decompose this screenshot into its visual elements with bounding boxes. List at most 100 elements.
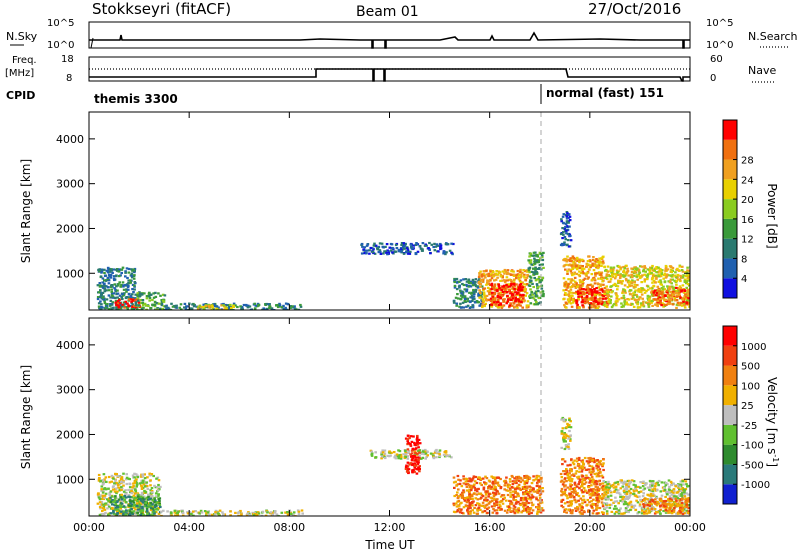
- velocity-cell: [662, 506, 665, 509]
- power-cell: [618, 279, 622, 283]
- power-cell: [136, 298, 140, 301]
- velocity-cell: [587, 462, 590, 465]
- velocity-cell: [145, 507, 149, 510]
- power-cell: [125, 267, 129, 270]
- power-cell: [579, 284, 583, 287]
- velocity-cell: [510, 501, 514, 504]
- velocity-cell: [678, 493, 681, 496]
- power-cell: [463, 288, 467, 291]
- power-cell: [109, 299, 113, 302]
- power-cell: [99, 289, 102, 292]
- power-cell: [523, 273, 526, 276]
- velocity-cell: [608, 506, 612, 509]
- velocity-cell: [505, 511, 509, 514]
- velocity-cell: [462, 506, 466, 509]
- velocity-cell: [118, 514, 121, 516]
- velocity-cell: [568, 472, 571, 475]
- velocity-cell: [590, 494, 594, 497]
- velocity-cell: [565, 468, 568, 471]
- power-cell: [680, 304, 684, 307]
- power-cell: [688, 284, 690, 287]
- velocity-cell: [601, 493, 604, 496]
- power-cell: [664, 298, 668, 301]
- velocity-cell: [481, 477, 485, 480]
- power-cell: [654, 303, 657, 306]
- velocity-cell: [141, 506, 144, 509]
- velocity-cell: [134, 490, 138, 493]
- velocity-cell: [590, 465, 594, 468]
- power-cell: [611, 273, 614, 276]
- power-cell: [570, 272, 573, 275]
- power-cell: [210, 308, 213, 310]
- velocity-cell: [470, 495, 474, 498]
- velocity-cell: [476, 512, 479, 515]
- velocity-cell: [269, 511, 273, 514]
- power-cell: [130, 276, 134, 279]
- power-cell: [664, 264, 668, 268]
- velocity-cell: [101, 491, 105, 494]
- velocity-cell: [141, 473, 145, 476]
- velocity-cell: [525, 480, 529, 483]
- power-cell: [585, 286, 589, 289]
- velocity-cell: [569, 480, 572, 483]
- power-cell: [648, 271, 652, 274]
- power-cell: [589, 306, 592, 309]
- velocity-cell: [155, 507, 159, 510]
- velocity-cell: [541, 487, 544, 490]
- power-cell: [659, 281, 663, 284]
- power-cell: [98, 270, 101, 273]
- velocity-cell: [210, 513, 214, 516]
- power-cell: [658, 273, 661, 276]
- power-cell: [174, 306, 177, 309]
- velocity-cell: [102, 473, 106, 476]
- velocity-cell: [142, 495, 146, 498]
- velocity-cell: [527, 512, 531, 515]
- velocity-cell: [147, 505, 150, 508]
- velocity-cell: [109, 499, 112, 502]
- velocity-cell: [140, 481, 144, 484]
- power-cell: [411, 247, 414, 250]
- power-cell: [568, 301, 571, 304]
- power-cell: [103, 271, 106, 275]
- power-cell: [593, 288, 596, 291]
- power-cell: [669, 278, 673, 281]
- power-cell: [565, 211, 569, 214]
- power-cell: [232, 308, 235, 310]
- power-cell: [571, 255, 575, 258]
- power-cell: [153, 304, 157, 307]
- power-cell: [484, 270, 488, 273]
- velocity-cell: [627, 485, 631, 488]
- velocity-cell: [245, 513, 249, 516]
- power-cell: [596, 261, 600, 264]
- velocity-cell: [140, 479, 143, 482]
- power-colorbar-tick-label: 4: [741, 274, 747, 285]
- velocity-cell: [205, 512, 208, 515]
- velocity-cell: [671, 502, 675, 505]
- velocity-cell: [538, 505, 541, 508]
- power-cell: [528, 281, 532, 284]
- velocity-cell: [583, 466, 586, 469]
- power-cell: [148, 292, 151, 295]
- velocity-cell: [589, 471, 593, 474]
- power-cell: [405, 247, 409, 250]
- power-cell: [589, 302, 593, 305]
- velocity-cell: [470, 486, 473, 490]
- velocity-cell: [481, 501, 485, 504]
- power-cell: [479, 283, 483, 286]
- power-cell: [472, 280, 475, 283]
- velocity-cell: [613, 489, 617, 492]
- power-cell: [660, 273, 663, 276]
- velocity-cell: [511, 483, 515, 486]
- power-cell: [623, 267, 626, 270]
- power-cell: [598, 262, 601, 265]
- power-cell: [520, 288, 524, 292]
- velocity-cell: [254, 512, 257, 516]
- power-cell: [569, 286, 572, 289]
- velocity-cell: [584, 481, 588, 484]
- power-cell: [658, 292, 661, 295]
- power-cell: [603, 286, 607, 290]
- power-cell: [633, 283, 637, 286]
- power-cell: [562, 231, 565, 234]
- power-cell: [382, 252, 385, 255]
- velocity-cell: [638, 505, 642, 508]
